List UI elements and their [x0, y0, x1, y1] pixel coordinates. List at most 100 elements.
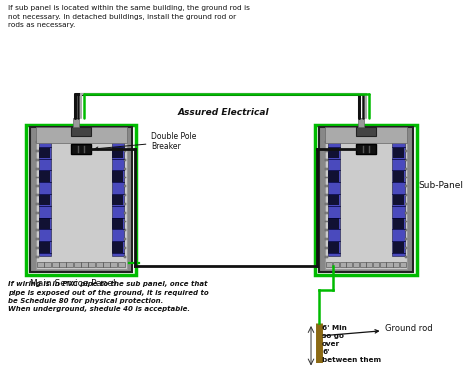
Bar — [38, 134, 51, 256]
Bar — [325, 141, 328, 143]
Bar — [96, 262, 102, 267]
Bar — [118, 262, 125, 267]
Bar — [36, 186, 38, 187]
Bar — [325, 131, 407, 269]
Bar — [36, 212, 38, 214]
Bar — [36, 203, 38, 205]
Bar — [393, 262, 399, 267]
Bar — [405, 230, 407, 231]
Bar — [400, 262, 406, 267]
Bar — [325, 159, 328, 161]
Bar — [39, 148, 50, 158]
Bar — [393, 148, 404, 158]
Bar — [39, 219, 50, 229]
Bar — [36, 256, 38, 258]
Bar — [326, 262, 332, 267]
Bar — [405, 221, 407, 223]
Bar — [36, 141, 38, 143]
Bar — [39, 171, 50, 182]
Bar — [124, 177, 126, 178]
Bar — [30, 127, 132, 272]
Bar — [73, 118, 79, 127]
Bar — [325, 230, 328, 231]
Bar — [328, 134, 340, 256]
Bar — [319, 127, 413, 272]
Bar — [52, 262, 59, 267]
Text: If wiring is in PVC pipe to the sub panel, once that
pipe is exposed out of the : If wiring is in PVC pipe to the sub pane… — [8, 281, 209, 312]
Bar — [36, 127, 127, 143]
Bar — [112, 242, 123, 253]
Bar — [124, 194, 126, 196]
Bar — [325, 256, 328, 258]
Bar — [325, 127, 407, 143]
Bar — [405, 247, 407, 249]
Bar — [36, 131, 127, 269]
Bar — [405, 159, 407, 161]
Bar — [36, 168, 38, 170]
Bar — [112, 171, 123, 182]
Bar — [124, 256, 126, 258]
Bar — [356, 144, 376, 154]
Bar — [360, 262, 366, 267]
Bar — [392, 134, 405, 256]
Bar — [393, 195, 404, 206]
Bar — [386, 262, 392, 267]
Bar — [36, 230, 38, 231]
Bar — [328, 171, 339, 182]
Bar — [353, 262, 359, 267]
Text: Sub-Panel: Sub-Panel — [419, 181, 464, 190]
Bar — [110, 262, 117, 267]
Bar — [325, 177, 328, 178]
Bar — [405, 212, 407, 214]
Bar — [124, 212, 126, 214]
Bar — [405, 177, 407, 178]
Bar — [325, 203, 328, 205]
Text: Double Pole
Breaker: Double Pole Breaker — [95, 132, 197, 151]
Bar — [71, 127, 91, 136]
Bar — [36, 194, 38, 196]
Bar — [328, 148, 339, 158]
Text: Main Service Panel: Main Service Panel — [30, 279, 116, 288]
Text: 6' Min
so go
over
6'
between them: 6' Min so go over 6' between them — [322, 325, 381, 363]
Bar — [328, 242, 339, 253]
Bar — [112, 219, 123, 229]
Bar — [27, 125, 136, 275]
Bar — [366, 262, 373, 267]
Bar — [328, 195, 339, 206]
Bar — [124, 186, 126, 187]
Bar — [112, 148, 123, 158]
Bar — [405, 141, 407, 143]
Bar — [124, 159, 126, 161]
Bar — [405, 186, 407, 187]
Bar — [124, 168, 126, 170]
Bar — [325, 186, 328, 187]
Bar — [81, 262, 88, 267]
Bar — [405, 168, 407, 170]
Text: If sub panel is located within the same building, the ground rod is
not necessar: If sub panel is located within the same … — [8, 6, 250, 29]
Bar — [124, 238, 126, 240]
Bar — [393, 171, 404, 182]
Bar — [315, 125, 417, 275]
Text: Ground rod: Ground rod — [325, 324, 433, 335]
Bar — [333, 262, 339, 267]
Bar — [346, 262, 352, 267]
Bar — [103, 262, 110, 267]
Bar — [36, 221, 38, 223]
Bar — [328, 219, 339, 229]
Bar — [112, 195, 123, 206]
Bar — [39, 195, 50, 206]
Bar — [325, 194, 328, 196]
Bar — [124, 203, 126, 205]
Bar — [124, 141, 126, 143]
Bar — [373, 262, 379, 267]
Bar — [405, 238, 407, 240]
Bar — [325, 150, 328, 152]
Bar — [325, 212, 328, 214]
Bar — [405, 203, 407, 205]
Bar — [356, 127, 376, 136]
Bar — [36, 150, 38, 152]
Bar — [405, 256, 407, 258]
Bar — [325, 221, 328, 223]
Bar — [325, 247, 328, 249]
Bar — [36, 177, 38, 178]
